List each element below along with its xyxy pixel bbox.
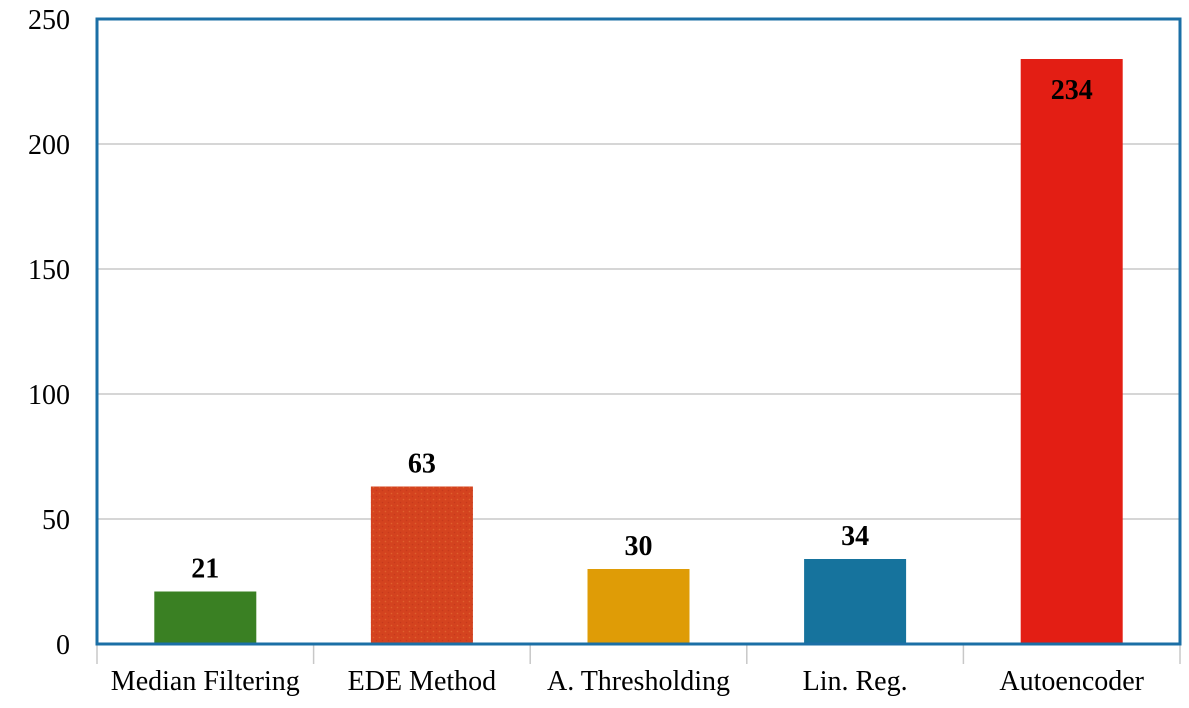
y-tick-label: 200	[28, 130, 70, 161]
plot-frame	[95, 17, 1182, 646]
gridlines	[97, 143, 1180, 520]
data-label: 30	[625, 531, 653, 562]
x-tick-label: Lin. Reg.	[803, 666, 908, 697]
y-tick-label: 50	[42, 505, 70, 536]
bar	[154, 591, 257, 644]
y-tick-label: 0	[56, 630, 70, 661]
bar	[1020, 59, 1123, 644]
bar-texture	[370, 486, 473, 644]
bars	[154, 59, 1123, 644]
x-tick-label: EDE Method	[348, 666, 497, 697]
x-tick-label: A. Thresholding	[547, 666, 730, 697]
y-tick-label: 100	[28, 380, 70, 411]
data-labels: 21 63 30 34 234	[191, 75, 1092, 585]
bar	[804, 559, 907, 644]
data-label: 234	[1051, 75, 1093, 106]
y-tick-label: 150	[28, 255, 70, 286]
x-tick-label: Autoencoder	[999, 666, 1144, 697]
y-tick-label: 250	[28, 5, 70, 36]
bar	[587, 569, 690, 644]
x-tick-label: Median Filtering	[111, 666, 300, 697]
data-label: 21	[191, 554, 219, 585]
axes: 0 50 100 150 200 250 Median Filtering EDE Metho…	[28, 5, 1181, 697]
data-label: 63	[408, 449, 436, 480]
data-label: 34	[841, 521, 869, 552]
